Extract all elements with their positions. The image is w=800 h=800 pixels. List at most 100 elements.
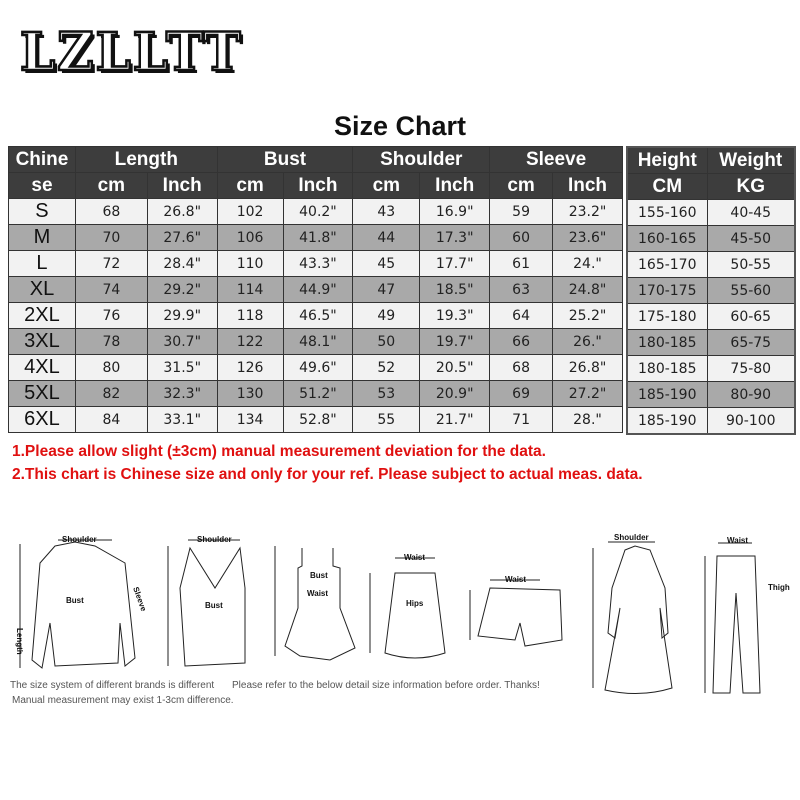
table-row: 4XL 80 31.5" 126 49.6" 52 20.5" 68 26.8" [8, 354, 623, 381]
size-cell: 2XL [8, 302, 76, 329]
measurement-cell: 78 [74, 328, 148, 355]
measurement-cell: 32.3" [146, 380, 218, 407]
measurement-cell: 19.3" [419, 302, 491, 329]
label-sleeve: Sleeve [131, 586, 148, 613]
weight-cell: 45-50 [706, 225, 796, 252]
table-row: 180-185 75-80 [626, 355, 796, 382]
measurement-cell: 76 [74, 302, 148, 329]
label-shoulder: Shoulder [614, 533, 649, 542]
table-row: 165-170 50-55 [626, 251, 796, 278]
size-cell: L [8, 250, 76, 277]
measurement-cell: 71 [489, 406, 554, 433]
measurement-cell: 118 [216, 302, 284, 329]
label-bust: Bust [205, 601, 223, 610]
measurement-cell: 26.8" [146, 198, 218, 225]
unit-header: Inch [146, 172, 218, 199]
shirt-illustration: Shoulder Bust Length Sleeve [15, 535, 148, 669]
note-2: 2.This chart is Chinese size and only fo… [12, 466, 643, 483]
table-row: 170-175 55-60 [626, 277, 796, 304]
brand-logo: LZLLTT [19, 19, 243, 84]
measurement-cell: 17.7" [419, 250, 491, 277]
weight-cell: 55-60 [706, 277, 796, 304]
measurement-cell: 55 [352, 406, 421, 433]
measurement-cell: 106 [216, 224, 284, 251]
height-cell: 180-185 [626, 329, 708, 356]
measurement-cell: 63 [489, 276, 554, 303]
measurement-cell: 52 [352, 354, 421, 381]
table-row: 185-190 90-100 [626, 407, 796, 435]
unit-header: Inch [552, 172, 623, 199]
measurement-cell: 64 [489, 302, 554, 329]
size-cell: S [8, 198, 76, 225]
measurement-cell: 28." [552, 406, 623, 433]
coat-illustration: Shoulder [592, 533, 673, 695]
weight-cell: 60-65 [706, 303, 796, 330]
garment-measurement-illustrations: Shoulder Bust Length Sleeve Shoulder Bus… [15, 533, 790, 695]
measurement-cell: 114 [216, 276, 284, 303]
measurement-cell: 31.5" [146, 354, 218, 381]
measurement-cell: 24.8" [552, 276, 623, 303]
label-waist: Waist [307, 589, 328, 598]
measurement-cell: 28.4" [146, 250, 218, 277]
measurement-cell: 69 [489, 380, 554, 407]
measurement-cell: 60 [489, 224, 554, 251]
measurement-cell: 46.5" [282, 302, 354, 329]
measurement-cell: 23.6" [552, 224, 623, 251]
measurement-cell: 66 [489, 328, 554, 355]
skirt-illustration: Waist Hips [369, 553, 446, 659]
measurement-cell: 61 [489, 250, 554, 277]
measurement-cell: 27.2" [552, 380, 623, 407]
label-bust: Bust [310, 571, 328, 580]
measurement-cell: 29.2" [146, 276, 218, 303]
measurement-cell: 102 [216, 198, 284, 225]
measurement-cell: 74 [74, 276, 148, 303]
measurement-cell: 84 [74, 406, 148, 433]
measurement-cell: 23.2" [552, 198, 623, 225]
dress-illustration: Bust Waist [274, 546, 356, 661]
weight-cell: 80-90 [706, 381, 796, 408]
measurement-cell: 21.7" [419, 406, 491, 433]
height-weight-table: Height Weight CM KG 155-160 40-45 160-165 4… [626, 146, 796, 435]
measurement-cell: 25.2" [552, 302, 623, 329]
label-waist: Waist [404, 553, 425, 562]
measurement-cell: 48.1" [282, 328, 354, 355]
measurement-cell: 44.9" [282, 276, 354, 303]
measurement-cell: 16.9" [419, 198, 491, 225]
label-waist: Waist [505, 575, 526, 584]
unit-header: Inch [282, 172, 354, 199]
measurement-cell: 20.9" [419, 380, 491, 407]
group-header-shoulder: Shoulder [352, 146, 491, 173]
page-title: Size Chart [333, 111, 467, 141]
height-cell: 170-175 [626, 277, 708, 304]
measurement-cell: 18.5" [419, 276, 491, 303]
measurement-cell: 41.8" [282, 224, 354, 251]
measurement-cell: 49 [352, 302, 421, 329]
group-header-bust: Bust [216, 146, 354, 173]
measurement-cell: 110 [216, 250, 284, 277]
measurement-cell: 130 [216, 380, 284, 407]
size-cell: 3XL [8, 328, 76, 355]
size-header: Chine [8, 146, 76, 173]
measurement-cell: 27.6" [146, 224, 218, 251]
unit-header: Inch [419, 172, 491, 199]
size-cell: 4XL [8, 354, 76, 381]
measurement-cell: 24." [552, 250, 623, 277]
measurement-cell: 33.1" [146, 406, 218, 433]
shorts-illustration: Waist [469, 575, 563, 647]
note-1: 1.Please allow slight (±3cm) manual meas… [12, 443, 546, 460]
size-cell: 6XL [8, 406, 76, 433]
height-cell: 160-165 [626, 225, 708, 252]
table-row: M 70 27.6" 106 41.8" 44 17.3" 60 23.6" [8, 224, 623, 251]
table-row: L 72 28.4" 110 43.3" 45 17.7" 61 24." [8, 250, 623, 277]
group-header-sleeve: Sleeve [489, 146, 623, 173]
measurement-cell: 47 [352, 276, 421, 303]
label-thigh: Thigh [768, 583, 790, 592]
unit-header: cm [216, 172, 284, 199]
weight-cell: 90-100 [706, 407, 796, 435]
unit-header: cm [489, 172, 554, 199]
footer-text-3: Manual measurement may exist 1-3cm diffe… [12, 695, 234, 706]
measurement-cell: 52.8" [282, 406, 354, 433]
measurement-cell: 26." [552, 328, 623, 355]
height-cell: 185-190 [626, 407, 708, 435]
